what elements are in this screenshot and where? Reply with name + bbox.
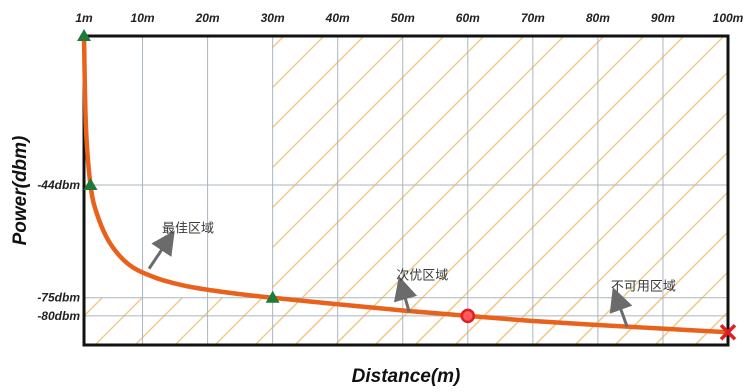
hatch-line	[334, 36, 645, 345]
plot-frame	[82, 34, 730, 347]
hatch-line	[494, 297, 544, 346]
x-tick-label: 20m	[195, 11, 220, 25]
hatch-line	[654, 271, 728, 345]
data-line	[81, 33, 731, 335]
triangle-marker	[77, 29, 91, 41]
x-tick-label: 100m	[713, 11, 743, 25]
triangle-marker	[83, 178, 98, 191]
hatch-line	[735, 36, 743, 345]
circle-marker	[460, 308, 476, 324]
hatch-line	[272, 36, 485, 249]
x-tick-label: 40m	[325, 11, 350, 25]
x-tick-label: 80m	[586, 11, 610, 25]
annotation-arrow	[147, 230, 175, 270]
hatch-line	[272, 36, 525, 289]
y-tick-label: -80dbm	[37, 309, 80, 323]
x-tick-label: 90m	[651, 11, 675, 25]
x-axis-title: Distance(m)	[352, 366, 461, 387]
hatch-line	[454, 297, 504, 346]
hatch-line	[374, 36, 685, 345]
x-tick-label: 10m	[131, 11, 155, 25]
hatched-zones	[84, 36, 743, 346]
x-tick-label: 70m	[521, 11, 545, 25]
x-tick-label: 50m	[391, 11, 415, 25]
y-axis-ticks: -44dbm -75dbm -80dbm	[37, 178, 80, 323]
zone-label: 不可用区域	[611, 279, 676, 294]
hatch-line	[454, 71, 728, 345]
y-tick-label: -44dbm	[37, 178, 80, 192]
x-tick-label: 1m	[75, 11, 93, 25]
hatch-line	[735, 36, 743, 345]
hatch-line	[272, 36, 405, 169]
annotation-arrow	[609, 287, 633, 328]
zone-label: 最佳区域	[162, 221, 214, 236]
hatch-line	[654, 297, 704, 346]
hatch-line	[272, 36, 445, 209]
x-tick-label: 30m	[261, 11, 285, 25]
zone-label: 次优区域	[396, 268, 448, 284]
cross-marker	[719, 324, 737, 341]
series-line	[81, 33, 731, 335]
hatch-line	[272, 36, 365, 129]
hatch-zone-right	[272, 36, 743, 345]
hatch-line	[294, 36, 605, 345]
hatch-line	[534, 151, 728, 345]
hatch-line	[614, 297, 664, 346]
hatch-line	[414, 36, 725, 345]
triangle-marker	[265, 290, 280, 303]
y-tick-label: -75dbm	[37, 291, 80, 305]
annotation-arrow	[393, 276, 418, 313]
hatch-line	[614, 231, 728, 345]
x-axis-ticks: 1m 10m 20m 30m 40m 50m 60m 70m 80m 90m 100m	[75, 11, 743, 25]
data-markers	[77, 29, 737, 341]
hatch-line	[534, 297, 584, 346]
hatch-line	[272, 36, 565, 329]
x-tick-label: 60m	[456, 11, 480, 25]
hatch-zone-bottom	[84, 36, 743, 346]
y-axis-title: Power(dbm)	[10, 136, 31, 246]
hatch-line	[494, 111, 728, 345]
